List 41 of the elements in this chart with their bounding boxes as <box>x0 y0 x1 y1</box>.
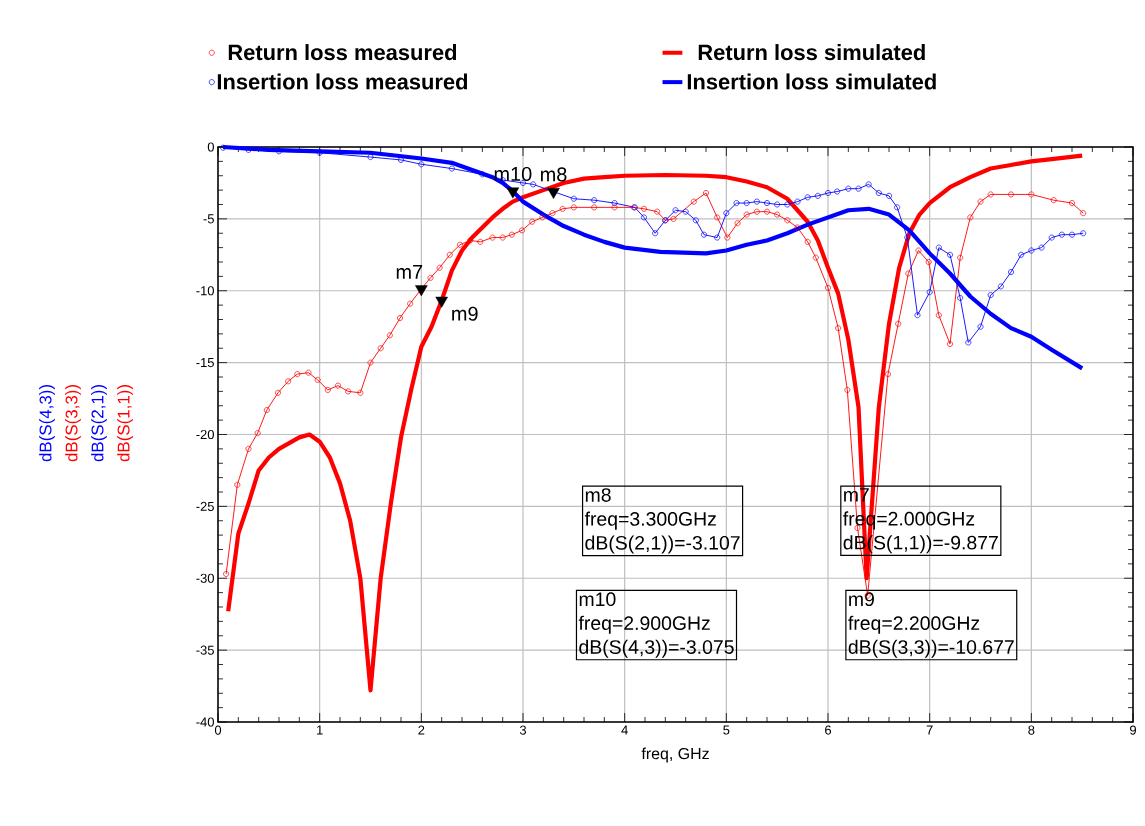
annotation: m10 <box>494 166 532 181</box>
annotation: dB(S(3,3))=-10.677 <box>848 639 1014 658</box>
x-axis-title: freq, GHz <box>641 747 709 763</box>
y-tick-label: -5 <box>203 214 214 224</box>
x-tick-label: 7 <box>926 725 933 735</box>
x-tick-label: 2 <box>418 725 425 735</box>
annotation: m9 <box>452 306 478 321</box>
x-tick-label: 4 <box>621 725 628 735</box>
y-tick-label: 0 <box>207 142 214 152</box>
text: dB(S(2,1)) <box>91 384 107 462</box>
annotation: dB(S(2,1))=-3.107 <box>585 535 740 554</box>
y-tick-label: -35 <box>196 645 214 655</box>
annotation: m8 <box>540 167 567 182</box>
x-tick-label: 3 <box>519 725 527 735</box>
legend-label: Insertion loss measured <box>217 73 468 90</box>
x-tick-label: 0 <box>214 725 222 735</box>
x-tick-label: 1 <box>317 725 323 735</box>
annotation: m7 <box>396 265 423 279</box>
y-tick-label: -15 <box>196 358 214 368</box>
annotation: freq=2.900GHz <box>578 615 710 634</box>
annotation: m10 <box>579 592 616 607</box>
y-tick-label: -30 <box>196 573 214 583</box>
legend-label: Return loss measured <box>228 44 457 61</box>
annotation: m8 <box>585 488 611 502</box>
y-tick-label: -10 <box>196 286 214 296</box>
legend-label: Return loss simulated <box>698 44 925 61</box>
x-tick-label: 6 <box>825 725 832 735</box>
annotation: dB(S(4,3))=-3.075 <box>579 639 734 658</box>
legend-label: Insertion loss simulated <box>687 73 936 90</box>
text: dB(S(3,3)) <box>65 384 81 462</box>
y-tick-label: -25 <box>196 501 214 511</box>
text: dB(S(4,3)) <box>39 384 55 462</box>
y-tick-label: -20 <box>196 429 214 440</box>
annotation: freq=2.200GHz <box>848 615 980 634</box>
annotation: m9 <box>849 592 874 607</box>
annotation: freq=3.300GHz <box>584 511 716 530</box>
y-tick-label: -40 <box>196 717 214 727</box>
x-tick-label: 5 <box>723 725 730 735</box>
x-tick-label: 9 <box>1130 725 1136 735</box>
x-tick-label: 8 <box>1028 725 1035 735</box>
y-axis-title: dB(S(1,1)) <box>117 384 133 462</box>
